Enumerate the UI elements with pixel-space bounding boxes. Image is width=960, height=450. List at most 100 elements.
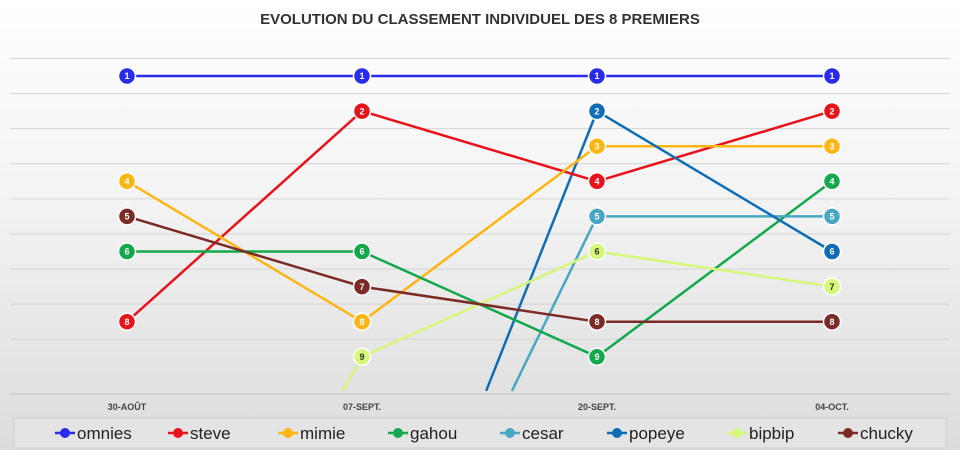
marker-dot xyxy=(822,136,842,156)
series-line-popeye-entry xyxy=(485,109,599,392)
data-label: 1 xyxy=(594,71,599,81)
legend-marker xyxy=(283,428,293,438)
x-tick-label: 20-SEPT. xyxy=(578,402,616,412)
marker-cesar: 5 xyxy=(587,207,607,226)
series-lines xyxy=(126,74,833,392)
x-tick-labels: 30-AOÛT 07-SEPT. 20-SEPT. 04-OCT. xyxy=(108,401,849,412)
legend-item-cesar: cesar xyxy=(500,424,564,443)
data-label: 8 xyxy=(594,317,599,327)
data-label: 2 xyxy=(594,106,599,116)
marker-dot xyxy=(587,242,607,261)
data-label: 2 xyxy=(829,106,834,116)
legend-item-popeye: popeye xyxy=(607,424,685,443)
series-markers: 1 1 1 1 8 2 4 2 4 8 3 3 6 6 9 4 5 5 2 6 9 6 7 5 7 8 8 xyxy=(117,66,842,367)
marker-dot xyxy=(822,277,842,296)
legend-item-gahou: gahou xyxy=(388,424,457,443)
marker-omnies: 1 xyxy=(352,66,372,86)
series-line-cesar-entry xyxy=(511,215,599,392)
data-label: 4 xyxy=(829,177,834,187)
marker-dot xyxy=(822,312,842,331)
marker-dot xyxy=(117,207,137,226)
data-label: 6 xyxy=(594,247,599,257)
legend: omnies steve mimie gahou cesar popeye bipbip ch… xyxy=(55,424,913,443)
marker-gahou: 9 xyxy=(587,347,607,367)
marker-dot xyxy=(822,242,842,261)
marker-mimie: 4 xyxy=(117,172,137,191)
marker-dot xyxy=(352,347,372,367)
marker-dot xyxy=(587,172,607,191)
legend-label: mimie xyxy=(300,424,345,443)
marker-dot xyxy=(352,242,372,261)
data-label: 7 xyxy=(359,282,364,292)
marker-mimie: 3 xyxy=(822,136,842,156)
marker-chucky: 8 xyxy=(822,312,842,331)
marker-chucky: 7 xyxy=(352,277,372,296)
marker-omnies: 1 xyxy=(117,66,137,86)
marker-cesar: 5 xyxy=(822,207,842,226)
data-label: 3 xyxy=(829,141,834,151)
marker-dot xyxy=(822,101,842,121)
data-label: 6 xyxy=(124,247,129,257)
marker-chucky: 5 xyxy=(117,207,137,226)
data-label: 8 xyxy=(359,317,364,327)
legend-item-mimie: mimie xyxy=(278,424,345,443)
marker-dot xyxy=(587,207,607,226)
data-label: 5 xyxy=(594,212,599,222)
marker-steve: 2 xyxy=(822,101,842,121)
marker-dot xyxy=(587,136,607,156)
data-label: 9 xyxy=(359,352,364,362)
legend-marker xyxy=(732,428,742,438)
marker-steve: 8 xyxy=(117,312,137,331)
marker-dot xyxy=(117,312,137,331)
marker-gahou: 6 xyxy=(352,242,372,261)
x-tick-label: 07-SEPT. xyxy=(343,402,381,412)
legend-label: steve xyxy=(190,424,231,443)
legend-label: popeye xyxy=(629,424,685,443)
legend-marker xyxy=(505,428,515,438)
marker-steve: 2 xyxy=(352,101,372,121)
marker-steve: 4 xyxy=(587,172,607,191)
marker-dot xyxy=(587,347,607,367)
data-label: 2 xyxy=(359,106,364,116)
data-label: 5 xyxy=(829,212,834,222)
data-label: 8 xyxy=(829,317,834,327)
marker-mimie: 8 xyxy=(352,312,372,331)
legend-marker xyxy=(612,428,622,438)
data-label: 5 xyxy=(124,212,129,222)
marker-dot xyxy=(587,66,607,86)
legend-item-steve: steve xyxy=(168,424,231,443)
series-line-popeye xyxy=(596,110,833,253)
marker-dot xyxy=(587,101,607,121)
legend-marker xyxy=(843,428,853,438)
marker-bipbip: 6 xyxy=(587,242,607,261)
data-label: 8 xyxy=(124,317,129,327)
marker-dot xyxy=(822,66,842,86)
legend-marker xyxy=(393,428,403,438)
marker-dot xyxy=(117,66,137,86)
chart-title: EVOLUTION DU CLASSEMENT INDIVIDUEL DES 8… xyxy=(260,11,700,28)
marker-mimie: 3 xyxy=(587,136,607,156)
marker-dot xyxy=(352,66,372,86)
legend-label: gahou xyxy=(410,424,457,443)
data-label: 1 xyxy=(359,71,364,81)
data-label: 7 xyxy=(829,282,834,292)
marker-dot xyxy=(117,172,137,191)
data-label: 4 xyxy=(124,177,129,187)
marker-chucky: 8 xyxy=(587,312,607,331)
legend-item-omnies: omnies xyxy=(55,424,132,443)
legend-label: chucky xyxy=(860,424,913,443)
marker-popeye: 6 xyxy=(822,242,842,261)
legend-label: cesar xyxy=(522,424,564,443)
marker-popeye: 2 xyxy=(587,101,607,121)
data-label: 6 xyxy=(359,247,364,257)
marker-dot xyxy=(352,101,372,121)
marker-dot xyxy=(822,172,842,191)
marker-dot xyxy=(822,207,842,226)
data-label: 1 xyxy=(124,71,129,81)
legend-label: bipbip xyxy=(749,424,794,443)
data-label: 9 xyxy=(594,352,599,362)
marker-bipbip: 7 xyxy=(822,277,842,296)
marker-dot xyxy=(587,312,607,331)
marker-dot xyxy=(352,277,372,296)
